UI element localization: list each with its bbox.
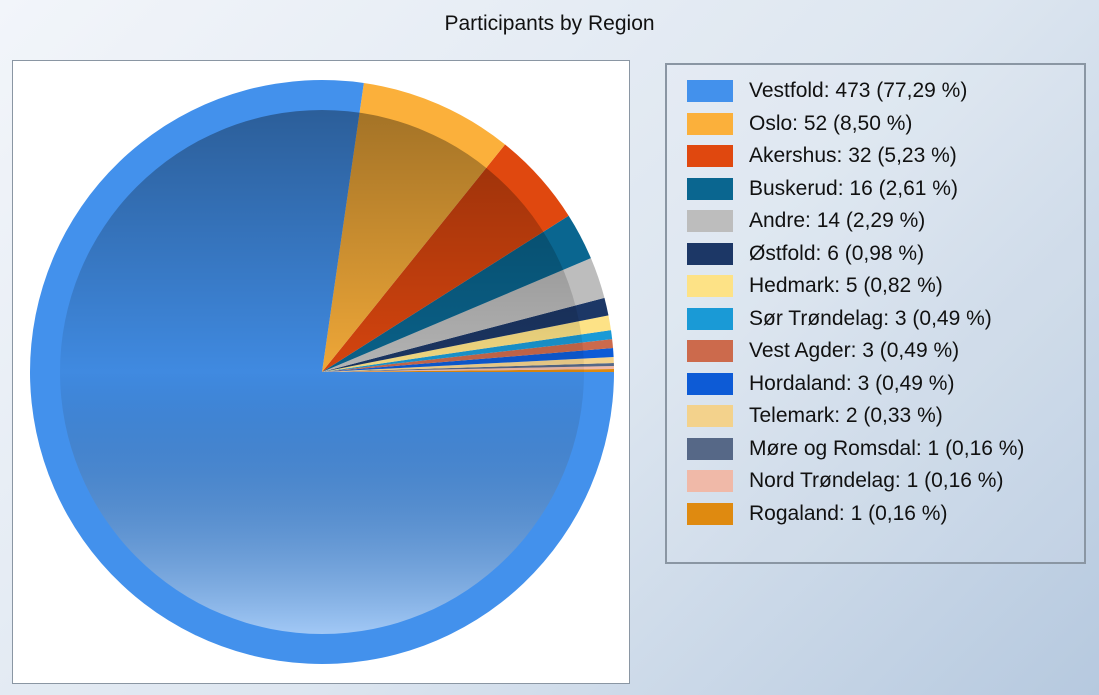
slices (30, 80, 615, 664)
legend-swatch (687, 210, 733, 232)
legend-swatch (687, 275, 733, 297)
legend-label: Sør Trøndelag: 3 (0,49 %) (749, 306, 992, 330)
legend-swatch (687, 502, 733, 525)
legend-label: Møre og Romsdal: 1 (0,16 %) (749, 436, 1025, 460)
legend-item: Rogaland: 1 (0,16 %) (687, 500, 1084, 527)
legend-label: Vest Agder: 3 (0,49 %) (749, 339, 960, 362)
legend-item: Møre og Romsdal: 1 (0,16 %) (687, 435, 1084, 462)
legend-swatch (687, 112, 733, 135)
legend-item: Vest Agder: 3 (0,49 %) (687, 337, 1084, 364)
chart-title: Participants by Region (444, 12, 655, 35)
legend-item: Oslo: 52 (8,50 %) (687, 110, 1084, 137)
legend-label: Rogaland: 1 (0,16 %) (749, 501, 948, 525)
legend-swatch (687, 242, 733, 265)
legend-item: Buskerud: 16 (2,61 %) (687, 175, 1084, 202)
legend-swatch (687, 307, 733, 330)
legend-label: Hordaland: 3 (0,49 %) (749, 371, 955, 395)
legend-swatch (687, 340, 733, 362)
legend-swatch (687, 405, 733, 427)
legend-label: Østfold: 6 (0,98 %) (749, 241, 925, 265)
legend-label: Hedmark: 5 (0,82 %) (749, 274, 943, 297)
legend-label: Nord Trøndelag: 1 (0,16 %) (749, 469, 1004, 492)
legend-swatch (687, 80, 733, 102)
legend-swatch (687, 145, 733, 167)
legend-label: Vestfold: 473 (77,29 %) (749, 79, 968, 102)
legend-item: Hedmark: 5 (0,82 %) (687, 272, 1084, 299)
legend-label: Telemark: 2 (0,33 %) (749, 404, 943, 427)
legend-label: Oslo: 52 (8,50 %) (749, 111, 913, 135)
legend-item: Telemark: 2 (0,33 %) (687, 402, 1084, 429)
legend: Vestfold: 473 (77,29 %) Oslo: 52 (8,50 %)… (665, 63, 1086, 564)
pie-chart (12, 60, 630, 684)
legend-item: Sør Trøndelag: 3 (0,49 %) (687, 305, 1084, 332)
legend-label: Andre: 14 (2,29 %) (749, 209, 926, 232)
legend-item: Vestfold: 473 (77,29 %) (687, 77, 1084, 104)
legend-swatch (687, 372, 733, 395)
legend-item: Østfold: 6 (0,98 %) (687, 240, 1084, 267)
legend-item: Hordaland: 3 (0,49 %) (687, 370, 1084, 397)
legend-item: Akershus: 32 (5,23 %) (687, 142, 1084, 169)
legend-swatch (687, 177, 733, 200)
legend-swatch (687, 470, 733, 492)
legend-item: Nord Trøndelag: 1 (0,16 %) (687, 467, 1084, 494)
legend-label: Buskerud: 16 (2,61 %) (749, 176, 958, 200)
legend-swatch (687, 437, 733, 460)
legend-label: Akershus: 32 (5,23 %) (749, 144, 957, 167)
legend-item: Andre: 14 (2,29 %) (687, 207, 1084, 234)
